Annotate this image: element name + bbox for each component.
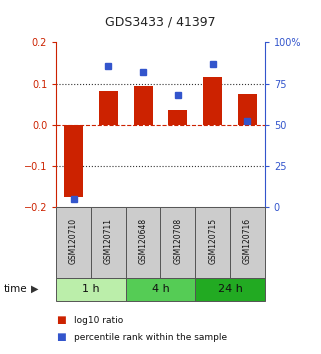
Text: log10 ratio: log10 ratio	[74, 316, 123, 325]
Bar	[99, 91, 118, 125]
Text: 24 h: 24 h	[218, 284, 242, 295]
Bar	[160, 207, 195, 278]
Bar	[168, 110, 187, 125]
Bar	[238, 94, 257, 125]
Text: time: time	[3, 284, 27, 294]
Bar	[56, 207, 91, 278]
Bar	[195, 278, 265, 301]
Text: GSM120710: GSM120710	[69, 218, 78, 264]
Bar	[230, 207, 265, 278]
Text: 4 h: 4 h	[152, 284, 169, 295]
Text: GSM120715: GSM120715	[208, 218, 217, 264]
Text: 1 h: 1 h	[82, 284, 100, 295]
Bar	[203, 78, 222, 125]
Bar	[134, 86, 153, 125]
Bar	[64, 125, 83, 197]
Bar	[195, 207, 230, 278]
Text: ■: ■	[56, 332, 66, 342]
Text: GDS3433 / 41397: GDS3433 / 41397	[105, 16, 216, 29]
Text: ■: ■	[56, 315, 66, 325]
Text: GSM120716: GSM120716	[243, 218, 252, 264]
Text: GSM120708: GSM120708	[173, 218, 182, 264]
Bar	[91, 207, 126, 278]
Text: ▶: ▶	[30, 284, 38, 294]
Text: GSM120711: GSM120711	[104, 218, 113, 264]
Bar	[126, 278, 195, 301]
Bar	[126, 207, 160, 278]
Bar	[56, 278, 126, 301]
Text: GSM120648: GSM120648	[139, 218, 148, 264]
Text: percentile rank within the sample: percentile rank within the sample	[74, 332, 227, 342]
